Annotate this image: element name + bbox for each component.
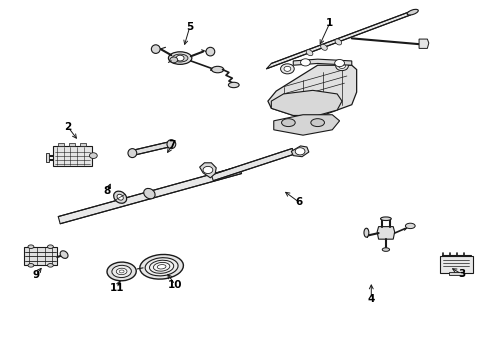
- Ellipse shape: [405, 223, 414, 229]
- Text: 5: 5: [186, 22, 193, 32]
- Polygon shape: [376, 226, 394, 239]
- Text: 4: 4: [367, 294, 374, 304]
- Ellipse shape: [380, 217, 390, 221]
- Ellipse shape: [47, 245, 53, 248]
- Ellipse shape: [281, 119, 295, 127]
- Ellipse shape: [113, 191, 126, 203]
- Text: 9: 9: [32, 270, 40, 280]
- Ellipse shape: [149, 260, 173, 273]
- Ellipse shape: [228, 82, 239, 87]
- Ellipse shape: [143, 188, 155, 199]
- Ellipse shape: [128, 149, 137, 158]
- Circle shape: [335, 61, 347, 71]
- Polygon shape: [58, 166, 241, 224]
- Circle shape: [89, 153, 97, 158]
- Ellipse shape: [172, 54, 187, 62]
- Circle shape: [334, 59, 344, 67]
- Ellipse shape: [382, 248, 389, 251]
- Ellipse shape: [119, 270, 124, 273]
- Bar: [45, 153, 49, 162]
- Ellipse shape: [407, 9, 417, 15]
- Circle shape: [295, 148, 305, 155]
- Polygon shape: [267, 65, 356, 116]
- Ellipse shape: [211, 66, 224, 73]
- Polygon shape: [131, 141, 172, 156]
- Text: 1: 1: [325, 18, 333, 28]
- Ellipse shape: [107, 262, 136, 281]
- Ellipse shape: [47, 264, 53, 267]
- Bar: [58, 143, 64, 146]
- Bar: [53, 146, 92, 166]
- Ellipse shape: [153, 262, 169, 271]
- Text: 2: 2: [64, 122, 71, 132]
- Ellipse shape: [60, 251, 68, 258]
- Bar: [69, 143, 75, 146]
- Ellipse shape: [305, 50, 312, 56]
- Ellipse shape: [334, 39, 341, 45]
- Ellipse shape: [112, 265, 131, 278]
- Circle shape: [300, 59, 310, 66]
- Text: 8: 8: [103, 186, 110, 197]
- Ellipse shape: [310, 119, 324, 127]
- Bar: [448, 272, 463, 275]
- Ellipse shape: [28, 245, 34, 248]
- Polygon shape: [293, 59, 351, 65]
- Text: 6: 6: [295, 197, 302, 207]
- Text: 10: 10: [168, 280, 182, 290]
- Ellipse shape: [363, 228, 368, 237]
- Ellipse shape: [116, 268, 127, 275]
- Ellipse shape: [151, 45, 160, 53]
- Ellipse shape: [145, 258, 178, 276]
- Ellipse shape: [28, 264, 34, 267]
- Text: 3: 3: [457, 269, 464, 279]
- Ellipse shape: [157, 265, 165, 269]
- Polygon shape: [271, 90, 341, 116]
- Polygon shape: [273, 115, 339, 135]
- Circle shape: [280, 64, 294, 74]
- Bar: [80, 143, 85, 146]
- Bar: [24, 247, 57, 265]
- Polygon shape: [418, 39, 428, 48]
- Circle shape: [203, 166, 212, 174]
- Polygon shape: [266, 10, 414, 69]
- Polygon shape: [199, 163, 216, 178]
- Polygon shape: [211, 148, 294, 181]
- Ellipse shape: [205, 47, 214, 56]
- Ellipse shape: [168, 52, 191, 64]
- Text: 7: 7: [168, 140, 176, 150]
- Ellipse shape: [140, 255, 183, 279]
- Text: 11: 11: [109, 283, 124, 293]
- Ellipse shape: [166, 140, 175, 149]
- Circle shape: [169, 57, 177, 63]
- Circle shape: [284, 66, 290, 71]
- Ellipse shape: [117, 194, 123, 200]
- Circle shape: [338, 63, 345, 68]
- Ellipse shape: [320, 44, 326, 50]
- Bar: [439, 256, 472, 273]
- Circle shape: [176, 55, 183, 61]
- Polygon shape: [291, 146, 308, 157]
